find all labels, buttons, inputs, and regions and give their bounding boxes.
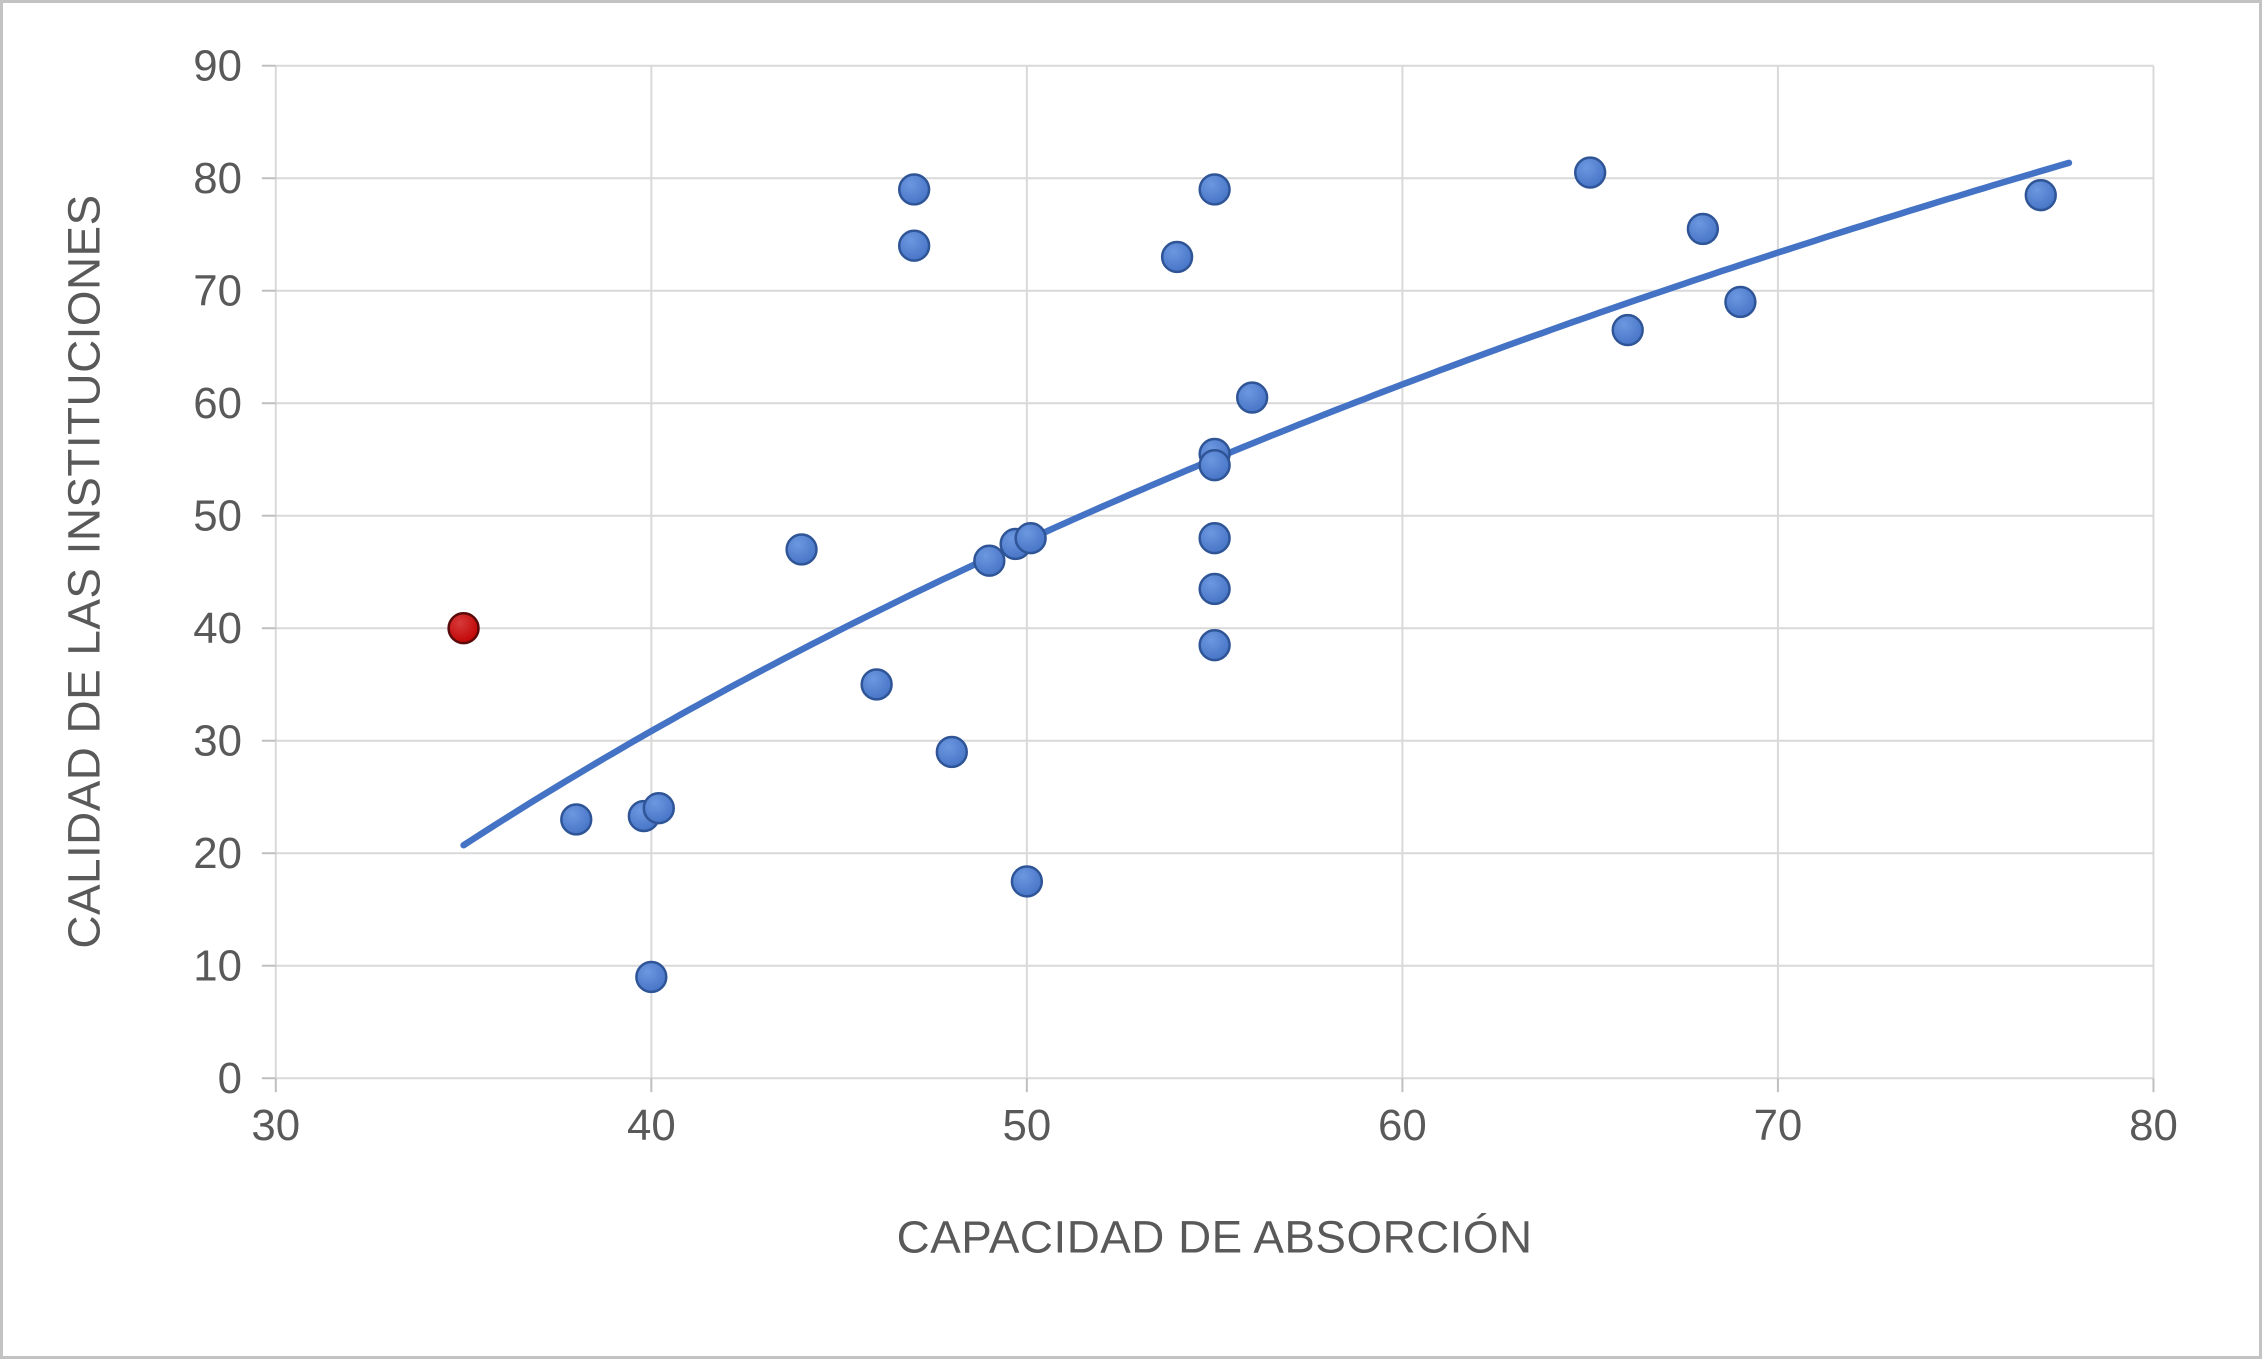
data-point bbox=[1014, 522, 1047, 555]
data-point bbox=[1611, 313, 1644, 347]
y-axis-title: CALIDAD DE LAS INSTITUCIONES bbox=[59, 194, 110, 948]
y-tick-label: 90 bbox=[193, 42, 242, 91]
y-tick-label: 50 bbox=[193, 492, 242, 541]
data-point bbox=[1198, 448, 1231, 482]
x-tick-label: 80 bbox=[2129, 1101, 2178, 1150]
data-point bbox=[1198, 572, 1231, 606]
x-tick-label: 60 bbox=[1378, 1101, 1427, 1150]
y-tick-label: 30 bbox=[193, 717, 242, 766]
x-tick-label: 40 bbox=[627, 1101, 676, 1150]
data-point bbox=[2024, 178, 2057, 212]
data-point bbox=[560, 803, 593, 836]
y-tick-label: 80 bbox=[193, 154, 242, 203]
y-tick-label: 40 bbox=[193, 604, 242, 653]
x-tick-label: 30 bbox=[251, 1101, 300, 1150]
data-point bbox=[1160, 240, 1194, 274]
highlight-point bbox=[447, 612, 480, 645]
data-point bbox=[1235, 381, 1269, 414]
data-point bbox=[635, 960, 668, 994]
x-tick-label: 70 bbox=[1754, 1101, 1803, 1150]
trendline bbox=[460, 159, 2073, 849]
data-point bbox=[1198, 522, 1231, 555]
y-tick-label: 70 bbox=[193, 267, 242, 316]
data-point bbox=[1198, 628, 1231, 662]
data-point bbox=[1724, 285, 1757, 319]
y-tick-label: 0 bbox=[218, 1054, 242, 1103]
scatter-chart: 0 10 20 30 40 50 60 70 80 90 30 40 50 60 70 80 CAPACIDA… bbox=[59, 42, 2178, 1263]
y-tick-label: 20 bbox=[193, 829, 242, 878]
data-point bbox=[1573, 156, 1607, 189]
data-point bbox=[1198, 173, 1231, 206]
tick-labels: 0 10 20 30 40 50 60 70 80 90 30 40 50 60 70 80 bbox=[193, 42, 2178, 1150]
data-point bbox=[897, 229, 931, 262]
data-point bbox=[860, 668, 893, 701]
x-tick-label: 50 bbox=[1003, 1101, 1052, 1150]
data-point bbox=[897, 173, 931, 206]
data-point bbox=[935, 735, 968, 769]
data-point bbox=[642, 792, 675, 825]
data-point bbox=[1686, 212, 1720, 246]
data-point bbox=[973, 544, 1006, 577]
y-tick-label: 60 bbox=[193, 379, 242, 428]
data-points bbox=[447, 156, 2057, 994]
gridlines bbox=[274, 64, 2155, 1080]
x-axis-title: CAPACIDAD DE ABSORCIÓN bbox=[897, 1211, 1533, 1262]
axis-ticks bbox=[261, 64, 2155, 1093]
y-tick-label: 10 bbox=[193, 942, 242, 991]
data-point bbox=[1010, 865, 1044, 898]
data-point bbox=[785, 533, 818, 566]
